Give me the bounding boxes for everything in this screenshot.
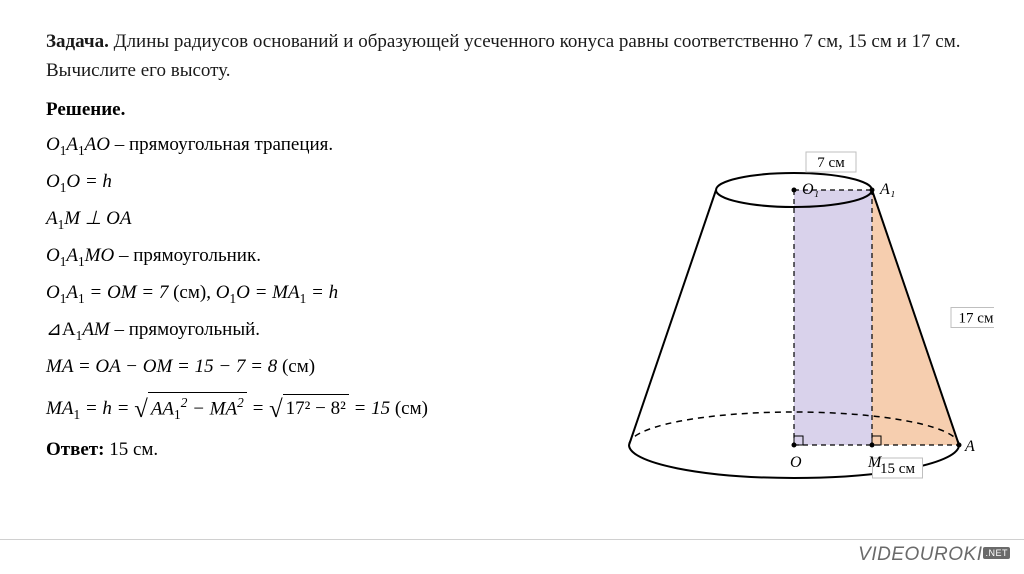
- answer-text: 15 см.: [104, 439, 158, 460]
- svg-text:M: M: [867, 454, 883, 471]
- svg-text:15 см: 15 см: [880, 461, 915, 477]
- footer-text: VIDEOUROKI: [858, 544, 982, 565]
- svg-text:O: O: [790, 454, 802, 471]
- footer-badge: .NET: [983, 547, 1010, 559]
- divider: [0, 539, 1024, 540]
- footer-brand: VIDEOUROKI.NET: [858, 544, 1010, 566]
- problem-body: Длины радиусов оснований и образующей ус…: [46, 31, 960, 81]
- problem-text: Задача. Длины радиусов оснований и образ…: [46, 28, 984, 85]
- svg-text:A₁: A₁: [879, 181, 895, 198]
- svg-text:7 см: 7 см: [817, 155, 845, 171]
- cone-diagram: 7 см 17 см 15 см O₁ A₁ O M A: [594, 135, 994, 495]
- problem-bold: Задача.: [46, 31, 109, 52]
- svg-text:O₁: O₁: [802, 181, 819, 198]
- svg-text:A: A: [964, 438, 975, 455]
- solution-title: Решение.: [46, 99, 984, 121]
- svg-text:17 см: 17 см: [959, 311, 994, 327]
- answer-bold: Ответ:: [46, 439, 104, 460]
